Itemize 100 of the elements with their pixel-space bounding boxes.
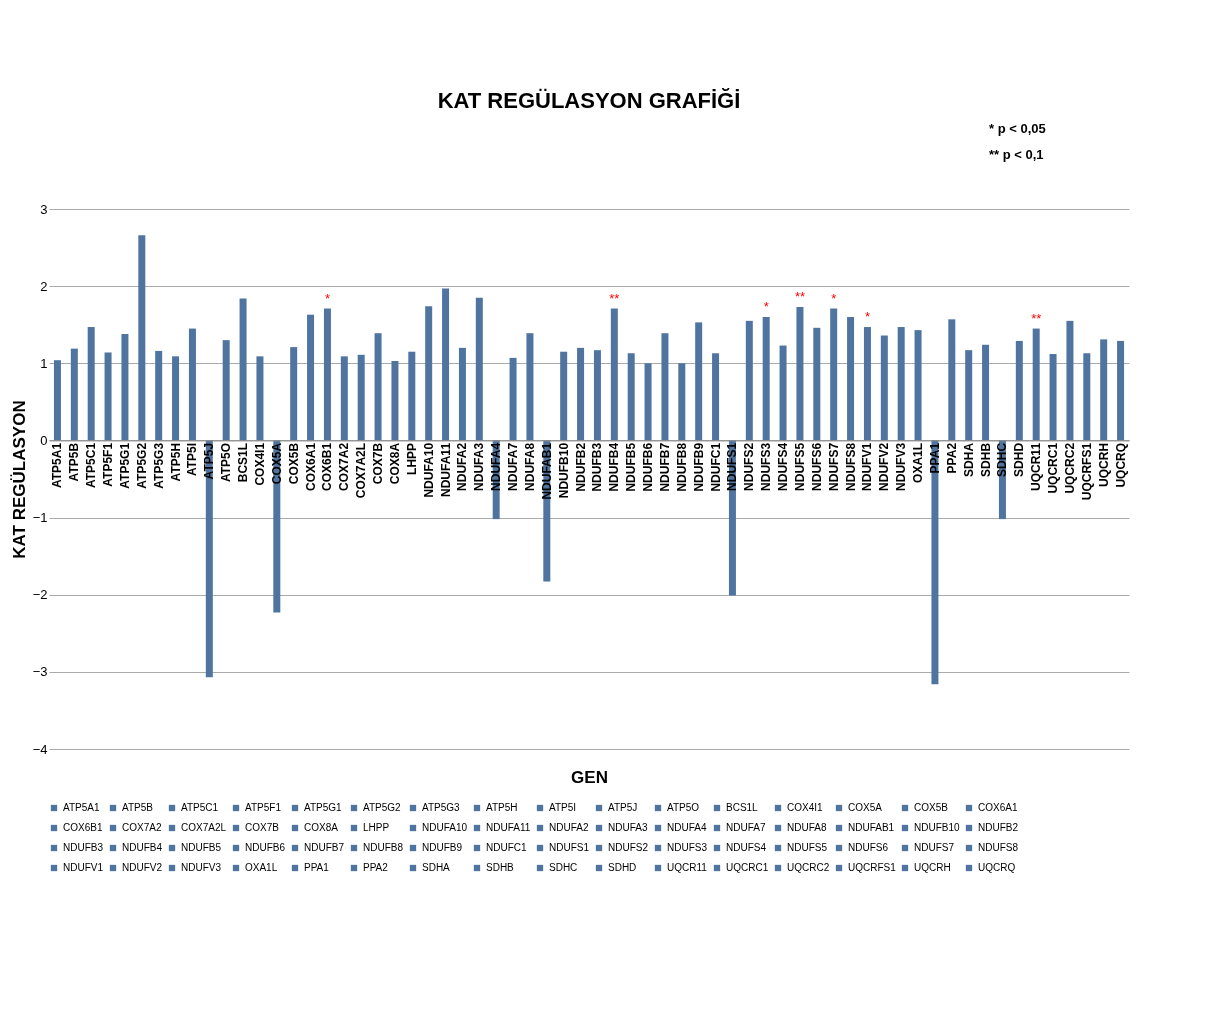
legend-label: ATP5G1	[304, 802, 343, 813]
legend-label: SDHC	[549, 862, 578, 873]
x-tick-label: BCS1L	[236, 442, 251, 483]
legend-label: NDUFAB1	[848, 822, 895, 833]
legend-label: NDUFB2	[978, 822, 1019, 833]
legend-label: NDUFV2	[122, 862, 163, 873]
y-tick-label: 2	[40, 278, 48, 294]
annotation: *	[831, 290, 837, 306]
legend-label: PPA1	[304, 862, 330, 873]
x-tick-label: NDUFV1	[860, 442, 875, 491]
annotation: *	[763, 299, 769, 314]
x-tick-label: NDUFV3	[894, 442, 909, 491]
x-tick-label: UQCRC2	[1062, 442, 1077, 494]
x-tick-label: NDUFB2	[573, 442, 588, 492]
x-tick-label: NDUFA8	[522, 442, 537, 491]
legend-label: BCS1L	[726, 802, 759, 813]
x-tick-label: ATP5G3	[151, 442, 166, 489]
y-axis-title: KAT REGÜLASYON	[9, 400, 29, 559]
x-tick-label: ATP5F1	[101, 442, 116, 487]
x-tick-label: NDUFA10	[421, 442, 436, 498]
legend-label: COX4I1	[787, 802, 824, 813]
y-tick-label: 0	[40, 432, 48, 448]
legend-label: NDUFA8	[787, 822, 827, 833]
legend-label: NDUFA10	[422, 822, 468, 833]
legend-label: NDUFS4	[726, 842, 767, 853]
legend-label: NDUFB8	[363, 842, 404, 853]
legend-label: NDUFA2	[549, 822, 589, 833]
legend-label: ATP5F1	[245, 802, 282, 813]
x-tick-label: COX7A2	[337, 442, 352, 491]
legend-label: SDHB	[486, 862, 515, 873]
x-tick-label: NDUFB7	[657, 442, 672, 492]
x-tick-label: NDUFA2	[455, 442, 470, 491]
x-tick-label: NDUFA7	[506, 442, 521, 491]
text: * p < 0,05	[989, 121, 1046, 136]
legend-label: NDUFS2	[608, 842, 649, 853]
x-axis-title: GEN	[571, 767, 608, 787]
x-tick-label: COX5A	[269, 442, 284, 485]
x-tick-label: UQCRH	[1096, 442, 1111, 487]
x-tick-label: ATP5B	[67, 442, 82, 482]
annotation: **	[794, 288, 805, 304]
x-tick-label: PPA2	[944, 442, 959, 474]
x-tick-label: ATP5O	[219, 442, 234, 483]
legend-label: COX5A	[848, 802, 883, 813]
annotation: **	[1031, 310, 1042, 326]
legend-label: NDUFB6	[245, 842, 286, 853]
legend-label: SDHA	[422, 862, 451, 873]
x-tick-label: NDUFS7	[826, 442, 841, 491]
chart-title: KAT REGÜLASYON GRAFİĞİ	[437, 88, 741, 113]
legend-label: NDUFB3	[63, 842, 104, 853]
x-tick-label: ATP5G2	[134, 442, 149, 489]
x-tick-label: LHPP	[404, 442, 419, 475]
x-tick-label: NDUFB9	[691, 442, 706, 492]
x-tick-label: NDUFS2	[742, 442, 757, 491]
x-tick-label: SDHC	[995, 442, 1010, 477]
x-tick-label: SDHB	[978, 442, 993, 477]
legend-label: NDUFB4	[122, 842, 163, 853]
x-tick-label: NDUFB4	[607, 442, 622, 492]
legend-label: NDUFC1	[486, 842, 527, 853]
legend-label: ATP5J	[608, 802, 638, 813]
x-tick-label: ATP5G1	[117, 442, 132, 489]
legend-label: UQCRC2	[787, 862, 830, 873]
x-tick-label: UQCRQ	[1113, 442, 1128, 488]
x-tick-label: NDUFB3	[590, 442, 605, 492]
legend-label: COX5B	[914, 802, 949, 813]
x-tick-label: COX6B1	[320, 442, 335, 491]
legend-label: UQCR11	[667, 862, 708, 873]
x-tick-label: NDUFS3	[759, 442, 774, 491]
legend-label: NDUFA4	[667, 822, 707, 833]
x-tick-label: NDUFS8	[843, 442, 858, 491]
legend-label: ATP5G3	[422, 802, 461, 813]
x-tick-label: NDUFA3	[472, 442, 487, 491]
x-tick-label: NDUFA11	[438, 442, 453, 497]
y-tick-label: 3	[40, 201, 48, 217]
legend-label: UQCRFS1	[848, 862, 897, 873]
x-tick-label: SDHA	[961, 442, 976, 477]
x-tick-label: NDUFS1	[725, 442, 740, 491]
legend-label: NDUFB5	[181, 842, 222, 853]
y-tick-label: −4	[32, 741, 48, 757]
x-tick-label: NDUFS6	[809, 442, 824, 491]
x-tick-label: COX8A	[387, 442, 402, 485]
legend-label: OXA1L	[245, 862, 278, 873]
text: ** p < 0,1	[989, 147, 1044, 162]
x-tick-label: ATP5I	[185, 442, 200, 477]
x-tick-label: COX7A2L	[354, 442, 369, 499]
legend-label: NDUFV1	[63, 862, 104, 873]
legend-label: NDUFB9	[422, 842, 463, 853]
legend-label: UQCRH	[914, 862, 951, 873]
x-tick-label: NDUFAB1	[539, 442, 554, 500]
legend-label: ATP5B	[122, 802, 154, 813]
legend-label: COX7B	[245, 822, 280, 833]
legend-label: NDUFS5	[787, 842, 828, 853]
x-tick-label: UQCR11	[1029, 442, 1044, 491]
legend-label: NDUFS8	[978, 842, 1019, 853]
legend-label: NDUFB7	[304, 842, 345, 853]
legend-label: NDUFA7	[726, 822, 766, 833]
x-tick-label: NDUFB6	[641, 442, 656, 492]
legend-label: LHPP	[363, 822, 390, 833]
legend-label: COX6B1	[63, 822, 103, 833]
legend-label: ATP5H	[486, 802, 518, 813]
annotation: *	[864, 309, 870, 325]
